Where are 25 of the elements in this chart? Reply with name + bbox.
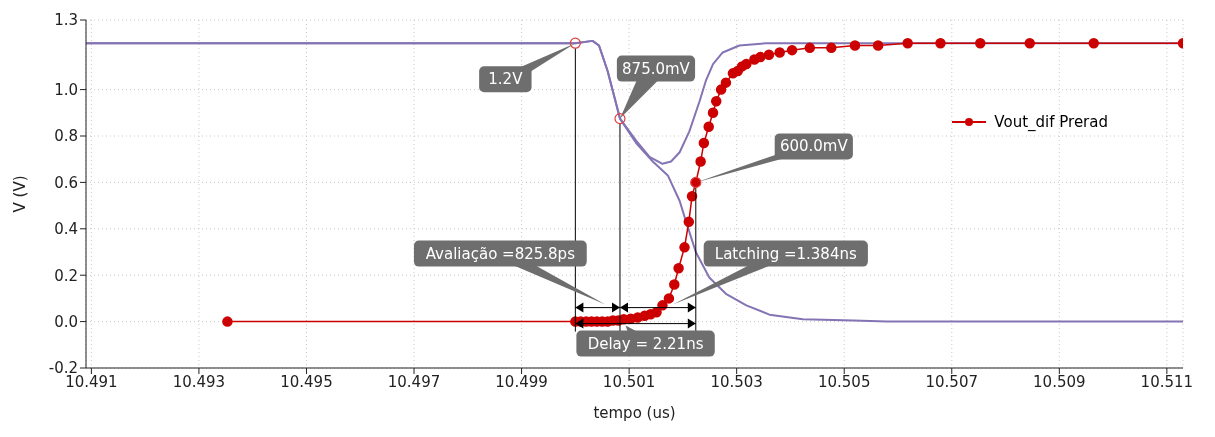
legend-label: Vout_dif Prerad: [994, 112, 1108, 131]
annotation: Latching =1.384ns: [714, 244, 857, 263]
x-tick-label: 10.507: [925, 372, 979, 391]
x-tick-label: 10.501: [602, 372, 656, 391]
x-tick-label: 10.493: [172, 372, 226, 391]
y-tick-label: 0.2: [54, 266, 78, 285]
x-tick-label: 10.509: [1033, 372, 1086, 391]
y-tick-label: 0.4: [54, 220, 78, 239]
x-tick-label: 10.499: [495, 372, 548, 391]
x-tick-label: 10.497: [387, 372, 441, 391]
y-axis-title: V (V): [11, 175, 30, 213]
y-tick-label: 1.3: [54, 11, 78, 30]
annotation: 875.0mV: [622, 59, 691, 78]
y-tick-label: 0.0: [54, 312, 78, 331]
x-tick-label: 10.505: [817, 372, 871, 391]
annotation: Delay = 2.21ns: [587, 334, 704, 353]
annotation: 600.0mV: [779, 137, 849, 156]
annotation: Avaliação =825.8ps: [425, 244, 576, 263]
x-tick-label: 10.503: [710, 372, 763, 391]
y-tick-label: 0.8: [54, 127, 78, 146]
x-tick-label: 10.495: [280, 372, 333, 391]
y-tick-label: 0.6: [54, 173, 78, 192]
x-axis-title: tempo (us): [593, 404, 676, 422]
x-tick-label: 10.511: [1140, 372, 1194, 391]
y-tick-label: 1.0: [54, 80, 78, 99]
